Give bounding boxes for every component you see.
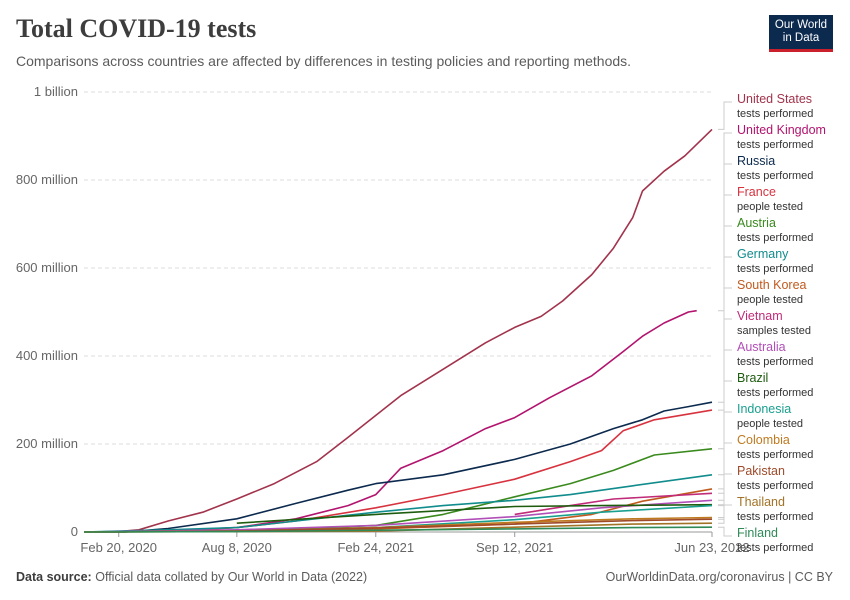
source-label: Data source: [16, 570, 92, 584]
legend-label[interactable]: Vietnam [737, 309, 783, 323]
legend-connector [718, 287, 732, 490]
chart-subtitle: Comparisons across countries are affecte… [16, 53, 632, 69]
legend-label[interactable]: United Kingdom [737, 123, 826, 137]
legend-metric: tests performed [737, 232, 813, 244]
legend-label[interactable]: Brazil [737, 371, 768, 385]
series-line-united-states[interactable] [83, 128, 713, 533]
series-line-australia[interactable] [83, 499, 713, 533]
y-tick-label: 400 million [16, 348, 78, 363]
legend-connectors [718, 101, 732, 537]
legend-metric: tests performed [737, 356, 813, 368]
legend-connector [718, 526, 732, 537]
logo-line-2: in Data [782, 32, 820, 44]
legend-connector [718, 132, 732, 312]
legend-connector [718, 225, 732, 450]
legend-label[interactable]: Finland [737, 526, 778, 540]
x-tick-label: Sep 12, 2021 [476, 540, 553, 555]
legend-connector [718, 349, 732, 501]
legend-label[interactable]: South Korea [737, 278, 807, 292]
legend-label[interactable]: Germany [737, 247, 789, 261]
y-tick-label: 600 million [16, 260, 78, 275]
y-tick-label: 200 million [16, 436, 78, 451]
legend-label[interactable]: United States [737, 92, 812, 106]
logo-line-1: Our World [774, 19, 828, 31]
y-tick-label: 1 billion [34, 84, 78, 99]
footer-source: Data source: Official data collated by O… [16, 570, 367, 584]
legend-label[interactable]: Russia [737, 154, 775, 168]
chart-title: Total COVID-19 tests [16, 14, 257, 43]
y-tick-label: 0 [71, 524, 78, 539]
series-lines [83, 128, 713, 533]
legend-connector [718, 256, 732, 476]
series-line-germany[interactable] [83, 474, 713, 533]
legend-metric: people tested [737, 201, 803, 213]
x-tick-label: Feb 24, 2021 [337, 540, 414, 555]
legend-label[interactable]: Austria [737, 216, 776, 230]
grid-lines [84, 91, 712, 533]
legend-metric: people tested [737, 294, 803, 306]
series-line-finland[interactable] [83, 526, 713, 533]
y-tick-label: 800 million [16, 172, 78, 187]
series-line-vietnam[interactable] [514, 492, 713, 516]
legend-label[interactable]: Colombia [737, 433, 790, 447]
legend-metric: tests performed [737, 170, 813, 182]
legend-metric: tests performed [737, 263, 813, 275]
x-tick-label: Feb 20, 2020 [80, 540, 157, 555]
legend-metric: tests performed [737, 387, 813, 399]
series-line-russia[interactable] [83, 401, 713, 533]
legend-label[interactable]: Thailand [737, 495, 785, 509]
legend-label[interactable]: Pakistan [737, 464, 785, 478]
legend-connector [718, 411, 732, 507]
legend-label[interactable]: Australia [737, 340, 786, 354]
x-tick-label: Aug 8, 2020 [202, 540, 272, 555]
legend: United States tests performed United Kingd… [737, 92, 826, 554]
legend-connector [718, 504, 732, 524]
series-line-united-kingdom[interactable] [83, 309, 697, 533]
legend-metric: tests performed [737, 511, 813, 523]
y-axis: 0 200 million 400 million 600 million 800 mi… [16, 84, 78, 539]
x-axis: Feb 20, 2020 Aug 8, 2020 Feb 24, 2021 Sep 1… [80, 532, 750, 555]
legend-connector [718, 442, 732, 518]
legend-metric: tests performed [737, 139, 813, 151]
legend-metric: people tested [737, 418, 803, 430]
legend-label[interactable]: Indonesia [737, 402, 791, 416]
series-line-brazil[interactable] [236, 503, 713, 524]
legend-metric: tests performed [737, 480, 813, 492]
x-tick-label: Jun 23, 2022 [674, 540, 749, 555]
source-text: Official data collated by Our World in D… [95, 570, 368, 584]
legend-connector [718, 163, 732, 403]
legend-metric: tests performed [737, 542, 813, 554]
legend-metric: tests performed [737, 108, 813, 120]
legend-metric: samples tested [737, 325, 811, 337]
legend-connector [718, 318, 732, 494]
footer-link[interactable]: OurWorldinData.org/coronavirus | CC BY [605, 570, 833, 584]
legend-connector [718, 194, 732, 411]
legend-connector [718, 101, 732, 130]
legend-label[interactable]: France [737, 185, 776, 199]
owid-logo[interactable]: Our World in Data [769, 15, 833, 52]
legend-metric: tests performed [737, 449, 813, 461]
legend-connector [718, 473, 732, 520]
